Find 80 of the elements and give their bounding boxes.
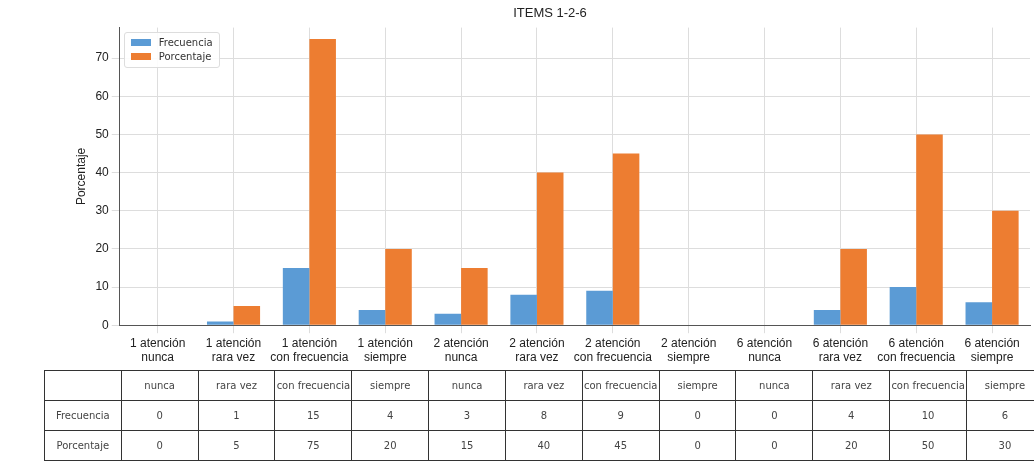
x-tick-label: 2 atención siempre [660, 335, 717, 365]
bar [206, 321, 234, 325]
bar [233, 306, 261, 325]
text: Frecuencia [55, 410, 110, 421]
x-tick-label: 2 atención con frecuencia [573, 335, 653, 365]
bar [965, 302, 993, 325]
bar [358, 309, 386, 325]
x-tick-label: 1 atención con frecuencia [270, 335, 349, 365]
y-tick-label: 60 [95, 88, 110, 103]
data-label: 20 [351, 430, 429, 461]
text: siempre [351, 370, 429, 401]
bar [461, 267, 488, 325]
x-tick-label: 6 atención siempre [964, 335, 1020, 365]
data-label: 15 [274, 400, 352, 431]
x-tick-label: 1 atención nunca [129, 335, 186, 365]
y-axis-title: Porcentaje [73, 147, 88, 206]
data-label: 0 [121, 430, 199, 461]
data-label: 0 [659, 400, 736, 431]
text: con frecuencia [274, 370, 352, 401]
bar [282, 267, 310, 325]
data-label: 4 [351, 400, 429, 431]
bar [813, 309, 841, 325]
legend-label: Porcentaje [157, 50, 213, 64]
data-label: 20 [812, 430, 890, 461]
y-tick-label: 20 [95, 241, 110, 256]
text: con frecuencia [889, 370, 967, 401]
data-label: 40 [505, 430, 583, 461]
bar [840, 248, 867, 325]
text: rara vez [198, 370, 275, 401]
data-label: 8 [505, 400, 583, 431]
data-label: 75 [274, 430, 352, 461]
bar [536, 172, 564, 325]
data-label: 0 [735, 430, 813, 461]
data-label: 5 [198, 430, 275, 461]
x-tick-label: 1 atención siempre [357, 335, 413, 365]
legend-label: Frecuencia [157, 36, 213, 50]
y-tick-label: 0 [102, 317, 110, 332]
x-tick-label: 6 atención nunca [736, 335, 793, 365]
bar [992, 210, 1019, 325]
data-label: 45 [582, 430, 660, 461]
bar [889, 287, 917, 325]
text: Porcentaje [56, 440, 110, 451]
data-label: 6 [966, 400, 1034, 431]
data-label: 30 [966, 430, 1034, 461]
bar [586, 290, 613, 325]
x-tick-label: 2 atención nunca [433, 335, 489, 365]
text: con frecuencia [582, 370, 660, 401]
y-tick-label: 30 [95, 203, 110, 218]
data-label: 10 [889, 400, 967, 431]
data-label: 0 [659, 430, 736, 461]
bar [510, 294, 537, 325]
bar [612, 153, 640, 325]
y-tick-label: 40 [95, 164, 110, 179]
data-label: 3 [428, 400, 506, 431]
text: rara vez [505, 370, 583, 401]
text: nunca [735, 370, 813, 401]
data-label: 0 [735, 400, 813, 431]
text: siempre [966, 370, 1034, 401]
text: nunca [121, 370, 199, 401]
data-label: 1 [198, 400, 275, 431]
data-label: 4 [812, 400, 890, 431]
data-label: 50 [889, 430, 967, 461]
chart-title: ITEMS 1-2-6 [513, 5, 587, 21]
data-label: 15 [428, 430, 506, 461]
y-tick-label: 70 [95, 50, 110, 65]
text: siempre [659, 370, 736, 401]
bar [309, 39, 336, 325]
x-tick-label: 2 atención rara vez [509, 335, 565, 365]
y-tick-label: 10 [95, 279, 110, 294]
bar [434, 313, 462, 325]
data-label: 9 [582, 400, 660, 431]
x-tick-label: 1 atención rara vez [205, 335, 262, 365]
text: nunca [428, 370, 506, 401]
y-tick-label: 50 [95, 126, 110, 141]
text: rara vez [812, 370, 890, 401]
bar [385, 248, 412, 325]
bar [916, 134, 943, 325]
x-tick-label: 6 atención rara vez [812, 335, 869, 365]
data-label: 0 [121, 400, 199, 431]
x-tick-label: 6 atención con frecuencia [877, 335, 956, 365]
